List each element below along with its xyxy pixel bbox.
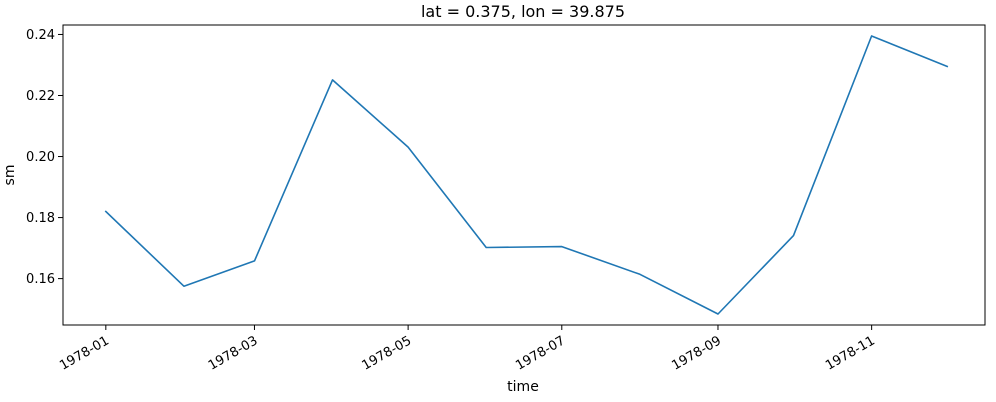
x-tick-label: 1978-03 bbox=[206, 333, 261, 373]
y-axis-label: sm bbox=[2, 165, 18, 186]
x-tick-label: 1978-07 bbox=[513, 333, 568, 373]
x-tick-label: 1978-11 bbox=[823, 333, 878, 373]
series-line bbox=[104, 35, 949, 315]
x-tick-label: 1978-09 bbox=[669, 333, 724, 373]
plot-area: 0.16 0.18 0.20 0.22 0.24 1978-01 1978-03 1978-0… bbox=[26, 24, 986, 374]
y-tick-label: 0.16 bbox=[26, 272, 55, 287]
x-tick-label: 1978-01 bbox=[57, 333, 112, 373]
axes-frame bbox=[62, 24, 986, 326]
x-axis-label: time bbox=[507, 379, 539, 395]
x-tick-label: 1978-05 bbox=[360, 333, 415, 373]
y-tick-label: 0.22 bbox=[26, 89, 55, 104]
chart-title: lat = 0.375, lon = 39.875 bbox=[421, 2, 625, 21]
y-tick-label: 0.18 bbox=[26, 211, 55, 226]
y-tick-label: 0.20 bbox=[26, 150, 55, 165]
y-tick-label: 0.24 bbox=[26, 28, 55, 43]
